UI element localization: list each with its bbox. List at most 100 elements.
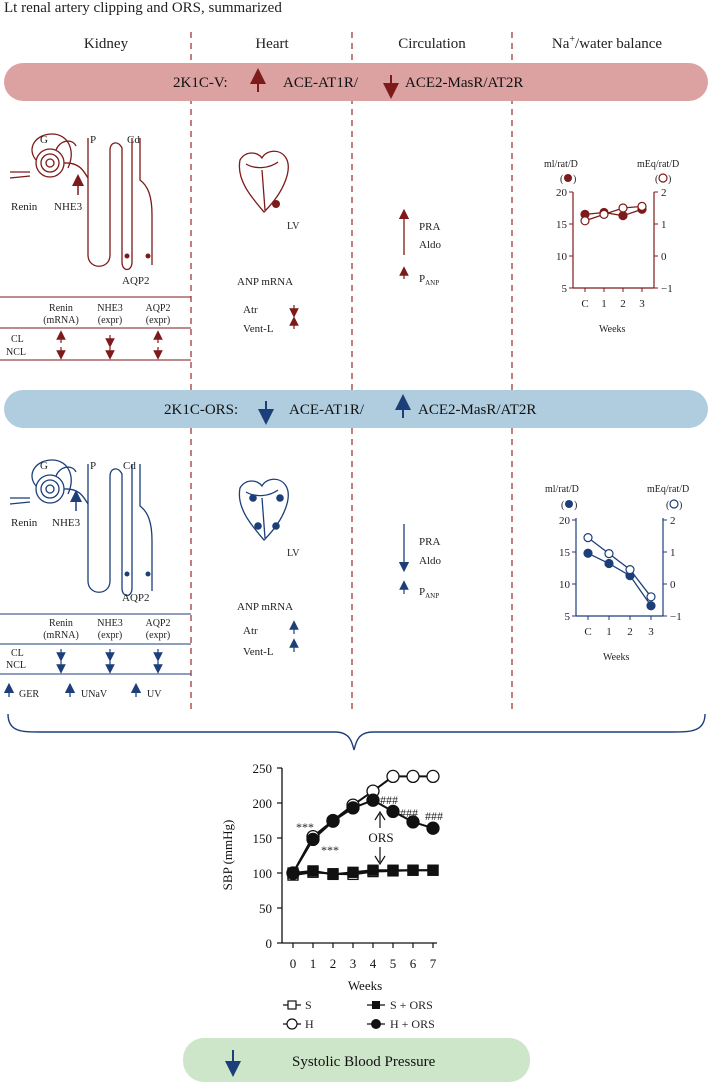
mini-v-ytick-right-label: 1 (661, 219, 667, 231)
heart-atr-ors: Atr (243, 625, 258, 637)
band-2k1c-ors (4, 390, 708, 428)
kidney-table-ors-row-ncl: NCL (6, 660, 26, 671)
mini-ors-point-left (583, 548, 593, 558)
sbp-xlabel: Weeks (348, 978, 382, 993)
summary-brace (7, 713, 706, 751)
mini-v-axes (572, 192, 655, 289)
sbp-ors-label: ORS (368, 830, 393, 845)
heart-diagram-ors (238, 478, 289, 541)
mini-v-xlabel: Weeks (599, 324, 626, 335)
mini-v-right-legend-close: ) (668, 174, 671, 185)
sbp-xtick-label: 6 (410, 956, 417, 971)
mini-ors-xlabel: Weeks (603, 652, 630, 663)
kidney-table-ors-h3b: (expr) (146, 630, 170, 641)
kidney-table-ors-h1b: (mRNA) (43, 630, 79, 641)
band-v-up-text: ACE-AT1R/ (283, 75, 359, 91)
mini-v-ytick-left-label: 10 (556, 251, 568, 263)
kidney-diagram-ors (9, 459, 153, 597)
mini-ors-xtick-label: 2 (627, 626, 633, 638)
mini-ors-point-left (604, 558, 614, 569)
sbp-axes (281, 768, 437, 944)
sbp-xtick-label: 2 (330, 956, 337, 971)
circ-aldo-ors: Aldo (419, 555, 442, 567)
mini-chart-ors: ml/rat/D mEq/rat/D ( ) ( ) 2015105210−1C… (545, 484, 689, 663)
mini-ors-axes (575, 518, 664, 617)
mini-ors-xtick-label: 1 (606, 626, 612, 638)
mini-ors-left-legend-close: ) (574, 500, 577, 511)
mini-ors-right-legend-dot (669, 499, 679, 509)
kidney-table-ors-h1a: Renin (49, 618, 73, 629)
circ-pra-v: PRA (419, 221, 440, 233)
kidney-label-g-v: G (40, 134, 48, 146)
sbp-ors-arrowhead-up (374, 810, 386, 821)
mini-v-left-legend-close: ) (573, 174, 576, 185)
legend-h-label: H (305, 1017, 314, 1031)
heart-lv-v: LV (287, 221, 300, 232)
mini-v-right-legend: ( (655, 174, 659, 185)
kidney-table-v-h1a: Renin (49, 303, 73, 314)
band-v-label: 2K1C-V: (173, 75, 228, 91)
kidney-table-ors-h3a: AQP2 (145, 618, 170, 629)
circ-panp-ors: PANP (419, 586, 439, 600)
band-ors-up-text: ACE2-MasR/AT2R (418, 402, 536, 418)
kidney-label-p-ors: P (90, 460, 96, 472)
mini-ors-xtick-label: C (584, 626, 591, 638)
band-sbp-label: Systolic Blood Pressure (292, 1054, 436, 1070)
sbp-sig-hors: *** (321, 843, 339, 857)
mini-ors-ytick-right-label: 0 (670, 579, 676, 591)
kidney-label-renin-v: Renin (11, 201, 38, 213)
sbp-point-1 (386, 769, 400, 784)
mini-ors-ytick-left-label: 20 (559, 515, 571, 527)
mini-ors-left-legend: ( (561, 500, 565, 511)
sbp-hash-4: ### (380, 793, 398, 807)
sbp-xtick-label: 1 (310, 956, 317, 971)
mini-ors-point-right (646, 592, 656, 602)
kidney-table-v-h3a: AQP2 (145, 303, 170, 314)
heart-anp-ors: ANP mRNA (237, 601, 293, 613)
sbp-xtick-label: 0 (290, 956, 297, 971)
sbp-point-3 (366, 793, 380, 807)
kidney-table-v-h2b: (expr) (98, 315, 122, 326)
sbp-ytick-label: 50 (259, 901, 272, 916)
circ-aldo-v: Aldo (419, 239, 442, 251)
band-ors-down-text: ACE-AT1R/ (289, 402, 365, 418)
kidney-label-p-v: P (90, 134, 96, 146)
sbp-ytick-label: 100 (253, 866, 273, 881)
circ-panp-v: PANP (419, 273, 439, 287)
sbp-ytick-label: 150 (253, 831, 273, 846)
kidney-table-ors-h2b: (expr) (98, 630, 122, 641)
sbp-ylabel: SBP (mmHg) (220, 820, 235, 891)
band-ors-label: 2K1C-ORS: (164, 402, 238, 418)
band-2k1c-v (4, 63, 708, 101)
aqp2-dot-ors2 (145, 571, 151, 577)
kidney-table-v-row-cl: CL (11, 334, 24, 345)
mini-v-left-legend: ( (560, 174, 564, 185)
legend-sors-label: S + ORS (390, 998, 433, 1012)
mini-chart-v: ml/rat/D mEq/rat/D ( ) ( ) 2015105210−1C… (544, 159, 679, 335)
kidney-table-v-h2a: NHE3 (97, 303, 123, 314)
mini-v-ytick-right-label: 2 (661, 187, 667, 199)
mini-v-ytick-left-label: 5 (562, 283, 568, 295)
sbp-point-2 (427, 864, 439, 876)
column-dividers (190, 32, 513, 712)
heart-atr-v: Atr (243, 304, 258, 316)
sbp-point-2 (387, 864, 399, 876)
sbp-ytick-label: 0 (266, 936, 273, 951)
column-header-heart: Heart (255, 36, 289, 52)
mini-ors-line-left (587, 552, 652, 607)
sbp-point-3 (426, 821, 440, 835)
sbp-legend: S H S + ORS H + ORS (283, 998, 435, 1031)
legend-s-marker (287, 1000, 297, 1010)
mini-v-xtick-label: C (581, 298, 588, 310)
column-header-kidney: Kidney (84, 36, 129, 52)
mini-v-point-right (599, 209, 609, 219)
kidney-table-v-h3b: (expr) (146, 315, 170, 326)
sbp-point-1 (406, 769, 420, 784)
sbp-point-2 (407, 864, 419, 876)
band-v-down-text: ACE2-MasR/AT2R (405, 75, 523, 91)
mini-v-point-right (637, 201, 647, 211)
kidney-diagram-v (9, 133, 153, 271)
heart-diagram-v (238, 150, 289, 213)
